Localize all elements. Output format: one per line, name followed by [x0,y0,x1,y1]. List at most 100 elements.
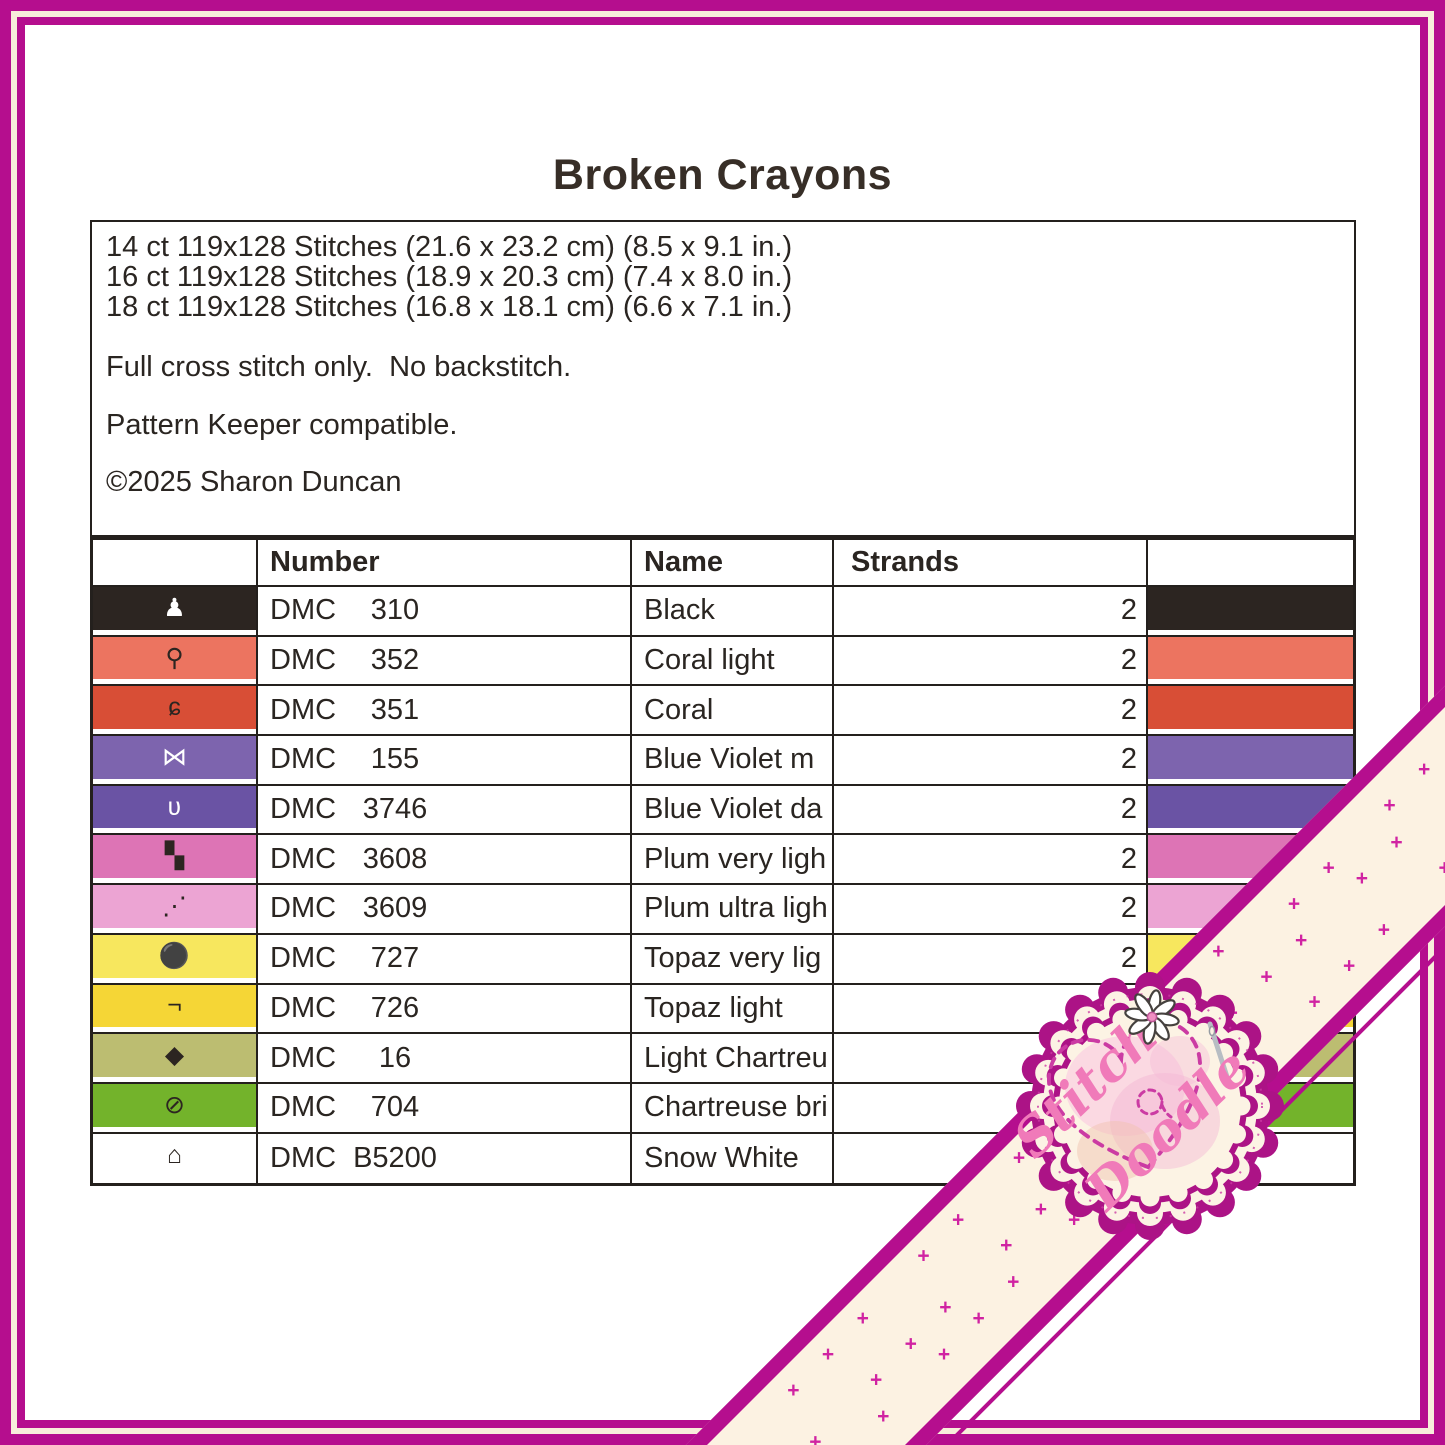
daisy-icon [1124,989,1180,1045]
color-name: Blue Violet da [644,793,823,826]
number-cell: DMC 351 [256,686,630,735]
chart-symbol-icon: ⋰ [162,891,187,920]
strands-value: 2 [1120,793,1137,826]
name-cell: Coral light [630,636,832,685]
floss-number: 726 [370,991,420,1024]
symbol-cell: ⌂ [93,1133,256,1184]
number-cell: DMC B5200 [256,1133,630,1184]
table-row: ⚲ DMC 352 Coral light 2 [93,636,1353,687]
color-swatch [1148,736,1353,779]
symbol-swatch: ⚫ [93,934,256,978]
number-cell: DMC 3746 [256,785,630,834]
chart-symbol-icon: ⋈ [162,742,187,771]
number-cell: DMC 16 [256,1034,630,1082]
number-cell: DMC 310 [256,587,630,635]
number-cell: DMC 726 [256,984,630,1033]
brand-label: DMC [270,644,337,677]
symbol-swatch: ⊘ [93,1083,256,1127]
color-name: Topaz light [644,991,783,1024]
symbol-swatch: ʋ [93,785,256,829]
brand-label: DMC [270,693,337,726]
name-cell: Chartreuse bri [630,1083,832,1132]
needle-icon [1207,1021,1231,1083]
copyright-line: ©2025 Sharon Duncan [106,466,402,498]
swatch-cell [1146,587,1353,635]
brand-label: DMC [270,991,337,1024]
color-name: Plum very ligh [644,842,827,875]
color-name: Coral [644,693,714,726]
floss-number: 16 [378,1041,412,1074]
number-cell: DMC 727 [256,934,630,983]
strands-value: 2 [1120,594,1137,627]
name-cell: Blue Violet m [630,736,832,784]
floss-number: 727 [370,942,420,975]
floss-number: 3746 [362,793,428,826]
color-swatch [1148,686,1353,730]
name-cell: Topaz light [630,984,832,1033]
strands-value: 2 [1120,842,1137,875]
symbol-cell: ⊘ [93,1083,256,1132]
chart-symbol-icon: ɕ [168,693,181,722]
chart-symbol-icon: ʋ [167,792,182,821]
brand-label: DMC [270,1041,337,1074]
brand-label: DMC [270,793,337,826]
symbol-swatch: ⌂ [93,1133,256,1179]
name-cell: Plum ultra ligh [630,885,832,933]
brand-label: DMC [270,842,337,875]
strands-cell: 2 [832,636,1146,685]
color-swatch [1148,587,1353,630]
chart-symbol-icon: ♟ [163,593,186,622]
compatibility-note: Pattern Keeper compatible. [106,409,458,441]
header-symbol [93,540,256,585]
strands-cell [832,1083,1146,1132]
color-name: Coral light [644,644,775,677]
number-cell: DMC 3609 [256,885,630,933]
chart-symbol-icon: ▚ [164,842,185,871]
stitch-note: Full cross stitch only. No backstitch. [106,351,572,383]
name-cell: Topaz very lig [630,934,832,983]
symbol-cell: ◆ [93,1034,256,1082]
name-cell: Plum very ligh [630,835,832,884]
table-row: ⋰ DMC 3609 Plum ultra ligh 2 [93,885,1353,935]
floss-number: 155 [370,743,420,776]
name-cell: Snow White [630,1133,832,1184]
floss-number: 3608 [362,842,428,875]
strands-cell: 2 [832,885,1146,933]
name-cell: Black [630,587,832,635]
strands-cell: 2 [832,934,1146,983]
table-row: ɕ DMC 351 Coral 2 [93,686,1353,737]
chart-symbol-icon: ⚫ [158,941,191,970]
strands-value: 2 [1120,743,1137,776]
dashed-heart-icon [1047,1019,1203,1170]
strands-cell: 2 [832,587,1146,635]
strands-cell: 2 [832,785,1146,834]
strands-value: 2 [1120,644,1137,677]
number-cell: DMC 155 [256,736,630,784]
chart-symbol-icon: ⊘ [164,1090,185,1119]
strands-cell: 2 [832,686,1146,735]
brand-label: DMC [270,892,337,925]
size-line: 18 ct 119x128 Stitches (16.8 x 18.1 cm) … [106,291,793,323]
symbol-cell: ♟ [93,587,256,635]
symbol-swatch: ⚲ [93,636,256,680]
stitch-dash-ring [1037,993,1263,1219]
number-cell: DMC 352 [256,636,630,685]
swatch-cell [1146,636,1353,685]
swatch-cell [1146,736,1353,784]
name-cell: Coral [630,686,832,735]
number-cell: DMC 3608 [256,835,630,884]
floss-number: 704 [370,1091,420,1124]
color-name: Snow White [644,1141,799,1174]
symbol-swatch: ▚ [93,835,256,879]
floss-number: 3609 [362,892,428,925]
symbol-swatch: ♟ [93,587,256,630]
header-number: Number [256,540,630,585]
symbol-swatch: ɕ [93,686,256,730]
color-name: Black [644,594,715,627]
symbol-cell: ⋰ [93,885,256,933]
floss-number: B5200 [353,1141,437,1174]
table-row: ♟ DMC 310 Black 2 [93,587,1353,637]
symbol-swatch: ¬ [93,984,256,1028]
name-cell: Light Chartreu [630,1034,832,1082]
